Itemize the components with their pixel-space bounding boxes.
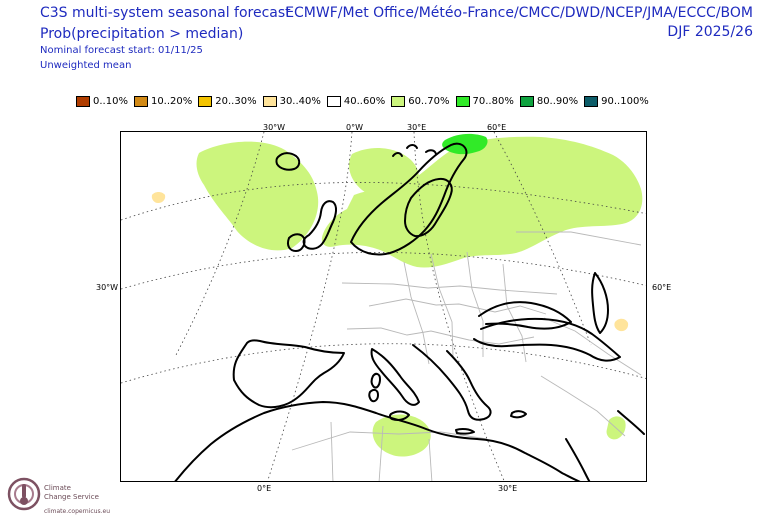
top-lon-label-3: 30°E (407, 123, 427, 132)
coastline-balkans-greece (412, 344, 492, 421)
coastline-crete (455, 427, 475, 435)
legend-label: 90..100% (601, 95, 649, 107)
coastline-sicily (388, 410, 410, 421)
coastline-baltic-ring (404, 177, 453, 238)
legend: 0..10% 10..20% 20..30% 30..40% 40..60% 60..70… (76, 94, 655, 108)
top-lon-label-1: 30°W (263, 123, 286, 132)
graticule (121, 132, 646, 481)
border-line-3 (346, 327, 535, 345)
left-lat-label: 30°W (96, 283, 119, 292)
border-line-7 (502, 263, 527, 363)
coastline-italy (370, 348, 420, 406)
border-line-11 (428, 438, 433, 481)
bottom-lon-label-2: 30°E (498, 484, 518, 493)
legend-label: 10..20% (150, 95, 193, 107)
border-line-10 (378, 425, 384, 481)
forecast-start-label: Nominal forecast start: 01/11/25 (40, 45, 203, 56)
top-lon-label-2: 0°W (346, 123, 363, 132)
legend-label: 20..30% (215, 95, 257, 107)
border-line-2 (368, 298, 547, 315)
border-line-14 (516, 231, 642, 246)
parallel-line-3 (121, 343, 646, 384)
legend-label: 40..60% (343, 95, 386, 107)
legend-label: 60..70% (408, 95, 450, 107)
legend-swatch (133, 95, 148, 107)
probability-regions (151, 133, 643, 457)
legend-swatch (391, 95, 406, 107)
legend-item: 10..20% (133, 94, 193, 108)
country-borders (291, 231, 642, 481)
providers-label: ECMWF/Met Office/Météo-France/CMCC/DWD/N… (285, 5, 753, 21)
bottom-lon-label-1: 0°E (257, 484, 272, 493)
legend-item: 0..10% (76, 94, 128, 108)
border-line-8 (291, 431, 488, 451)
legend-item: 30..40% (262, 94, 321, 108)
legend-label: 80..90% (536, 95, 579, 107)
parallel-line-1 (121, 182, 646, 221)
scandinavia-russia-green-area (321, 136, 643, 268)
legend-swatch (76, 95, 90, 107)
border-line-4 (403, 261, 430, 365)
chart-subtitle: Prob(precipitation > median) (40, 26, 244, 42)
legend-item: 40..60% (326, 94, 386, 108)
coastline-black-sea (478, 301, 572, 330)
top-lon-label-4: 60°E (487, 123, 507, 132)
meridian-line-3 (413, 132, 505, 481)
logo-url: climate.copernicus.eu (44, 508, 111, 515)
coastline-corsica-sardinia (368, 372, 381, 403)
legend-swatch (455, 95, 470, 107)
climate-change-service-icon (7, 477, 41, 511)
border-line-1 (341, 282, 558, 295)
weighting-label: Unweighted mean (40, 60, 132, 71)
right-lat-label: 60°E (652, 283, 672, 292)
logo-line-1: Climate (44, 484, 71, 492)
coastline-red-sea (565, 438, 591, 481)
east-light-yellow-area (614, 318, 629, 332)
legend-item: 80..90% (519, 94, 579, 108)
border-line-12 (540, 375, 626, 437)
legend-item: 20..30% (198, 94, 257, 108)
legend-item: 90..100% (584, 94, 649, 108)
coastline-turkey (473, 317, 621, 362)
legend-item: 70..80% (455, 94, 514, 108)
legend-label: 30..40% (279, 95, 321, 107)
border-line-9 (330, 421, 334, 481)
legend-swatch (326, 95, 341, 107)
coastline-caspian (591, 272, 609, 334)
border-line-5 (430, 253, 454, 358)
chart-title: C3S multi-system seasonal forecast (40, 5, 291, 21)
border-line-13 (543, 317, 642, 376)
legend-swatch (584, 95, 599, 107)
coastline-scandinavia (350, 142, 468, 256)
coastline-britain (302, 200, 337, 250)
coastline-svalbard-bits (392, 144, 437, 157)
season-label: DJF 2025/26 (667, 24, 753, 40)
legend-swatch (198, 95, 213, 107)
legend-label: 70..80% (472, 95, 514, 107)
legend-swatch (519, 95, 534, 107)
coastline-cyprus (510, 410, 527, 419)
map-canvas (121, 132, 646, 481)
coastline-ireland (286, 233, 306, 252)
border-line-6 (466, 251, 484, 357)
coastline-iceland (275, 152, 301, 171)
meridian-line-1 (175, 132, 265, 356)
logo-line-2: Change Service (44, 493, 99, 501)
north-russia-bright-green-area (442, 133, 488, 155)
atlantic-light-yellow-area (151, 192, 166, 203)
legend-label: 0..10% (93, 95, 128, 107)
coastlines (174, 142, 645, 481)
copernicus-logo (6, 476, 116, 521)
coastline-persian-gulf (617, 410, 645, 435)
meridian-line-4 (493, 132, 592, 346)
forecast-map (120, 131, 647, 482)
legend-item: 60..70% (391, 94, 450, 108)
coastline-iberia (232, 339, 345, 409)
legend-swatch (262, 95, 277, 107)
